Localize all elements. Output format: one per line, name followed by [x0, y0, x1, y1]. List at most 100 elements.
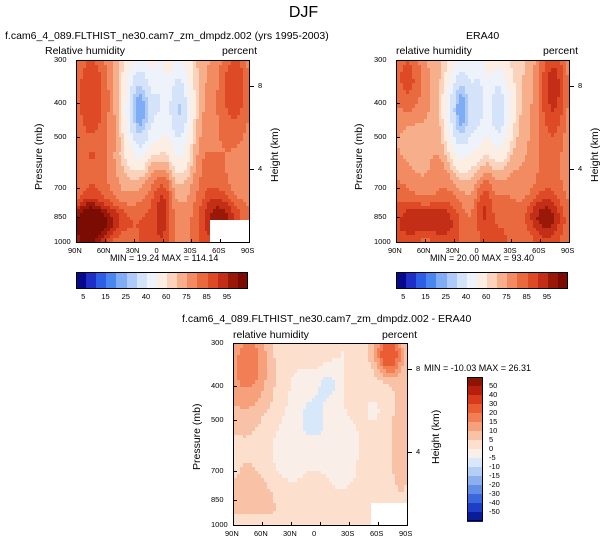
field-cell: [151, 97, 155, 102]
field-cell: [243, 108, 247, 113]
field-cell: [85, 79, 90, 84]
field-cell: [94, 100, 99, 106]
field-cell: [168, 68, 173, 73]
field-cell: [130, 122, 134, 127]
field-cell: [222, 115, 226, 120]
field-cell: [136, 104, 140, 109]
field-cell: [121, 86, 126, 91]
field-cell: [171, 75, 176, 80]
field-cell: [210, 129, 214, 134]
field-cell: [210, 118, 214, 124]
field-cell: [145, 93, 149, 98]
field-cell: [91, 108, 96, 113]
field-cell: [168, 75, 173, 80]
field-cell: [133, 79, 137, 84]
field-cell: [234, 108, 238, 113]
field-cell: [109, 97, 114, 102]
field-cell: [82, 104, 87, 109]
field-cell: [219, 71, 223, 77]
field-cell: [133, 82, 137, 87]
field-cell: [225, 118, 229, 124]
field-cell: [237, 64, 241, 69]
field-cell: [133, 97, 137, 102]
field-cell: [112, 75, 117, 80]
field-cell: [112, 129, 117, 134]
field-cell: [246, 133, 249, 138]
field-cell: [142, 100, 146, 106]
field-cell: [165, 68, 170, 73]
field-cell: [201, 71, 206, 77]
field-cell: [201, 111, 206, 116]
field-cell: [189, 97, 194, 102]
field-cell: [115, 82, 120, 87]
field-cell: [109, 129, 114, 134]
field-cell: [157, 118, 161, 124]
field-cell: [189, 111, 194, 116]
field-cell: [145, 137, 149, 142]
field-cell: [210, 122, 214, 127]
field-cell: [216, 104, 220, 109]
field-cell: [201, 61, 206, 66]
field-cell: [130, 93, 134, 98]
field-cell: [151, 133, 155, 138]
panel-title: f.cam6_4_089.FLTHIST_ne30.cam7_zm_dmpdz.…: [5, 30, 329, 42]
field-cell: [231, 104, 235, 109]
field-cell: [115, 126, 120, 131]
field-cell: [77, 82, 81, 87]
field-cell: [142, 86, 146, 91]
field-cell: [213, 133, 217, 138]
field-cell: [118, 108, 123, 113]
field-cell: [145, 71, 149, 77]
field-cell: [240, 111, 244, 116]
field-cell: [207, 104, 212, 109]
field-cell: [189, 82, 194, 87]
field-cell: [168, 115, 173, 120]
field-cell: [195, 64, 200, 69]
field-cell: [180, 68, 185, 73]
field-cell: [124, 93, 128, 98]
field-cell: [77, 75, 81, 80]
field-cell: [124, 122, 128, 127]
field-cell: [112, 115, 117, 120]
field-cell: [183, 129, 188, 134]
field-cell: [189, 61, 194, 66]
field-cell: [165, 93, 170, 98]
field-cell: [151, 61, 155, 66]
field-cell: [222, 97, 226, 102]
field-cell: [121, 122, 126, 127]
field-cell: [139, 89, 143, 95]
field-cell: [237, 104, 241, 109]
field-cell: [210, 133, 214, 138]
field-cell: [168, 86, 173, 91]
field-cell: [103, 86, 108, 91]
field-cell: [79, 118, 84, 124]
field-cell: [106, 118, 111, 124]
field-cell: [97, 133, 102, 138]
field-cell: [228, 126, 232, 131]
field-cell: [189, 89, 194, 95]
field-cell: [183, 104, 188, 109]
field-cell: [148, 82, 152, 87]
field-cell: [106, 100, 111, 106]
field-cell: [163, 79, 167, 84]
field-cell: [163, 111, 167, 116]
field-cell: [130, 64, 134, 69]
field-cell: [228, 75, 232, 80]
field-cell: [97, 137, 102, 142]
field-cell: [204, 75, 209, 80]
field-cell: [160, 122, 164, 127]
field-cell: [157, 71, 161, 77]
field-cell: [228, 93, 232, 98]
field-cell: [139, 86, 143, 91]
field-cell: [237, 100, 241, 106]
field-cell: [213, 115, 217, 120]
field-cell: [127, 61, 131, 66]
field-cell: [186, 100, 191, 106]
field-cell: [139, 68, 143, 73]
field-cell: [127, 64, 131, 69]
field-cell: [118, 111, 123, 116]
field-cell: [88, 93, 93, 98]
field-cell: [168, 129, 173, 134]
field-cell: [225, 126, 229, 131]
field-cell: [151, 129, 155, 134]
